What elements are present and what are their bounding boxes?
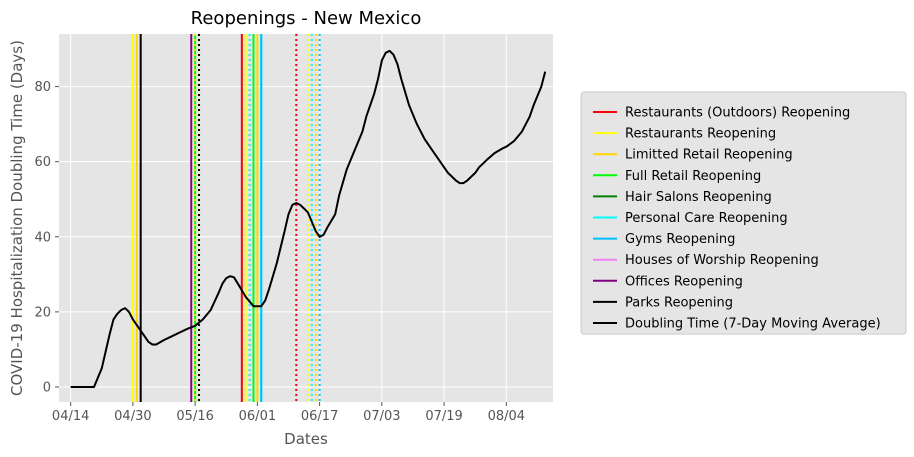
legend-label: Houses of Worship Reopening bbox=[625, 253, 819, 268]
x-tick-label: 07/19 bbox=[425, 409, 462, 424]
legend-label: Full Retail Reopening bbox=[625, 169, 761, 184]
x-tick-label: 06/01 bbox=[239, 409, 276, 424]
y-axis-ticks: 0 20 40 60 80 bbox=[34, 80, 59, 395]
legend-label: Restaurants Reopening bbox=[625, 127, 776, 142]
x-axis-ticks: 04/14 04/30 05/16 06/01 06/17 07/03 07/19 08/04 bbox=[52, 402, 525, 424]
y-tick-label: 0 bbox=[43, 380, 51, 395]
legend: Restaurants (Outdoors) Reopening Restaura… bbox=[580, 91, 907, 335]
reopening-lines bbox=[131, 34, 321, 402]
y-tick-label: 60 bbox=[34, 155, 51, 170]
legend-label: Personal Care Reopening bbox=[625, 211, 788, 226]
legend-label: Parks Reopening bbox=[625, 295, 733, 310]
y-tick-label: 40 bbox=[34, 230, 51, 245]
x-tick-label: 04/30 bbox=[114, 409, 151, 424]
series-lines bbox=[70, 49, 547, 388]
x-tick-label: 06/17 bbox=[301, 409, 338, 424]
legend-label: Offices Reopening bbox=[625, 274, 743, 289]
legend-label: Limitted Retail Reopening bbox=[625, 148, 793, 163]
doubling-time-line bbox=[70, 49, 547, 388]
chart-title: Reopenings - New Mexico bbox=[191, 8, 422, 29]
legend-label: Gyms Reopening bbox=[625, 232, 735, 247]
x-tick-label: 07/03 bbox=[363, 409, 400, 424]
legend-label: Hair Salons Reopening bbox=[625, 190, 772, 205]
y-axis-title: COVID-19 Hospitalization Doubling Time (… bbox=[8, 40, 26, 396]
y-tick-label: 20 bbox=[34, 305, 51, 320]
x-axis-title: Dates bbox=[284, 430, 328, 448]
x-tick-label: 08/04 bbox=[488, 409, 525, 424]
legend-box bbox=[580, 91, 907, 335]
y-tick-label: 80 bbox=[34, 80, 51, 95]
x-tick-label: 04/14 bbox=[52, 409, 89, 424]
legend-label: Doubling Time (7-Day Moving Average) bbox=[625, 317, 881, 332]
x-tick-label: 05/16 bbox=[176, 409, 213, 424]
legend-label: Restaurants (Outdoors) Reopening bbox=[625, 106, 850, 121]
